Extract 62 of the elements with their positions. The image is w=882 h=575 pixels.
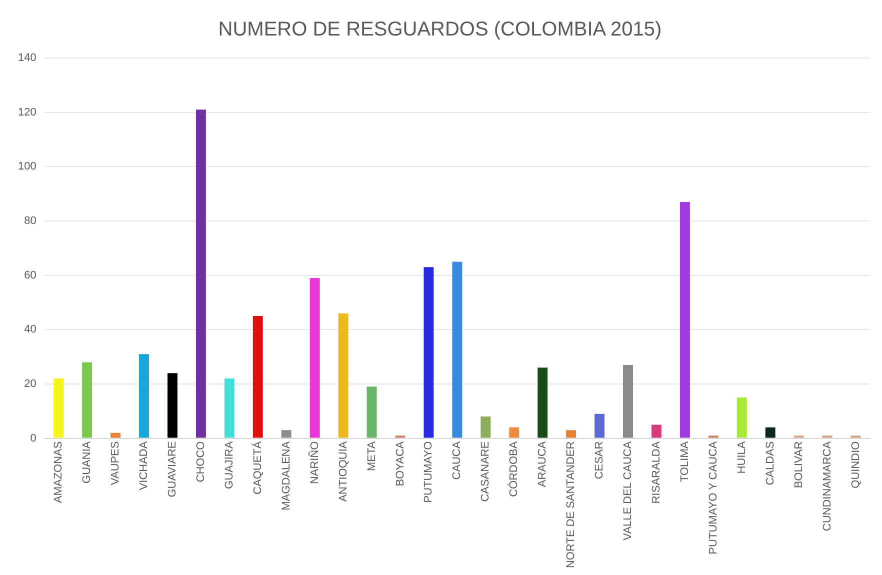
x-tick-label: BOYACA [394,440,406,486]
x-tick-label: RISARALDA [650,440,662,504]
x-tick-label: PUTUMAYO [422,440,435,503]
bar [765,427,776,438]
bar [480,416,491,438]
y-tick-label: 40 [24,324,36,336]
bar [651,424,662,438]
x-tick-label: CUNDINAMARCA [821,440,834,532]
x-tick-label: CÓRDOBA [507,440,520,497]
x-tick-label: BOLIVAR [792,441,805,488]
chart-title: NUMERO DE RESGUARDOS (COLOMBIA 2015) [218,18,662,41]
y-tick-label: 120 [18,106,36,118]
x-tick-label: CALDAS [764,441,776,486]
x-tick-label: MAGDALENA [280,440,292,510]
x-tick-label: NORTE DE SANTANDER [565,441,578,568]
bar [82,362,92,438]
bar [110,432,121,438]
bar [594,414,605,438]
x-tick-label: HUILA [736,440,748,474]
x-tick-label: ANTIOQUIA [337,440,350,502]
x-tick-label: CASANARE [480,441,492,502]
bar [167,373,178,438]
x-tick-label: GUANIA [81,440,94,484]
bar [224,378,234,438]
x-tick-label: VICHADA [138,440,150,490]
x-tick-label: AMAZONAS [52,441,65,504]
bar [252,316,263,438]
bar [338,313,348,438]
y-tick-label: 0 [30,432,36,444]
bar [736,398,747,438]
bar [139,354,149,438]
x-tick-label: NARIÑO [308,440,321,484]
y-tick-label: 20 [24,378,36,390]
bar [366,386,377,438]
y-tick-label: 60 [24,269,36,282]
bar [509,427,520,438]
bar [623,364,633,438]
x-tick-label: VAUPES [110,441,122,486]
bar [281,430,292,438]
bar [196,110,206,438]
x-tick-label: CAQUETÁ [250,440,264,494]
bar [538,368,548,438]
x-tick-label: GUAJIRA [223,440,236,489]
x-tick-label: QUINDIO [850,440,862,488]
x-tick-label: PUTUMAYO Y CAUCA [707,440,720,554]
bar [680,202,690,438]
x-tick-label: TOLIMA [678,440,691,482]
x-tick-label: GUAVIARE [166,441,178,498]
x-tick-label: CESAR [594,441,606,480]
x-tick-label: META [366,440,378,472]
y-tick-label: 80 [24,215,36,228]
bar [424,267,434,438]
x-tick-label: CAUCA [451,440,464,480]
x-tick-label: CHOCO [194,440,207,482]
y-tick-label: 100 [18,160,36,173]
bar [452,262,462,438]
x-tick-label: ARAUCA [536,440,549,488]
bar [310,278,320,438]
x-tick-label: VALLE DEL CAUCA [622,440,634,540]
bar [54,378,64,438]
y-tick-label: 140 [18,52,36,64]
bar [566,430,576,438]
